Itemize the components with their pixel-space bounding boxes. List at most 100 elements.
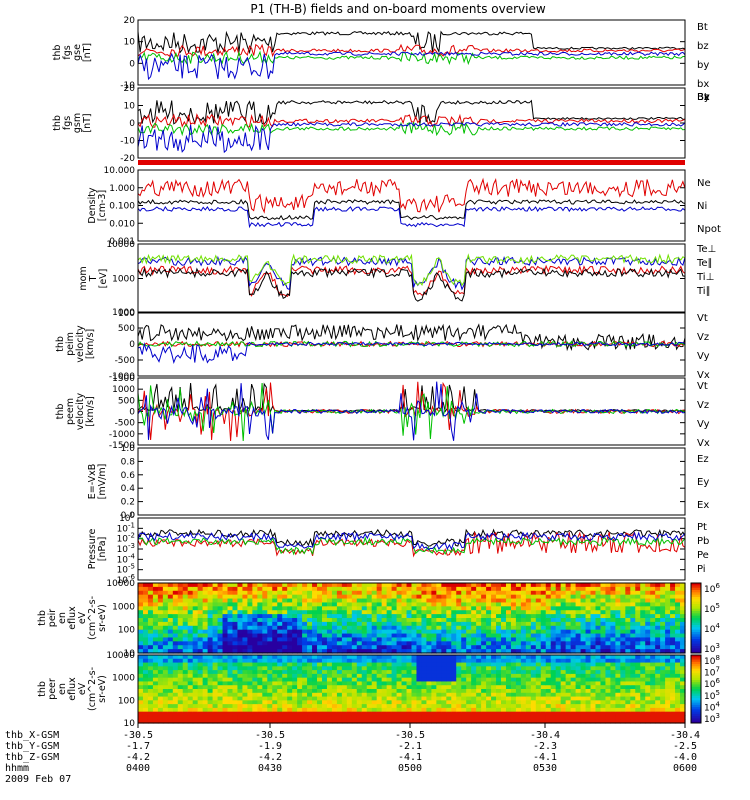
ylabel-line: gse xyxy=(72,44,83,61)
spec-cell xyxy=(466,649,472,654)
spec-cell xyxy=(466,594,472,600)
spec-cell xyxy=(545,662,552,667)
spec-cell xyxy=(192,704,199,709)
spec-cell xyxy=(321,602,328,607)
spec-cell xyxy=(426,618,432,623)
spec-cell xyxy=(182,614,189,619)
spec-cell xyxy=(351,637,358,642)
spec-cell xyxy=(232,700,239,705)
spec-cell xyxy=(202,633,209,639)
spec-cell xyxy=(421,662,428,667)
spec-cell xyxy=(411,685,418,690)
spec-cell xyxy=(530,633,537,639)
spec-cell xyxy=(590,696,597,701)
spec-cell xyxy=(560,666,567,671)
spec-cell xyxy=(476,662,482,667)
spec-cell xyxy=(456,590,462,596)
spec-cell xyxy=(575,586,582,592)
spec-cell xyxy=(660,700,666,705)
spec-cell xyxy=(331,637,338,642)
spec-cell xyxy=(317,700,323,705)
spec-cell xyxy=(346,610,353,615)
spec-cell xyxy=(540,633,547,639)
spec-cell xyxy=(570,704,577,709)
spec-cell xyxy=(416,629,423,635)
spec-cell xyxy=(321,598,328,604)
spec-cell xyxy=(600,633,607,639)
spec-cell xyxy=(376,633,383,639)
spec-cell xyxy=(416,658,423,664)
spec-cell xyxy=(138,621,144,627)
spec-cell xyxy=(635,583,641,588)
spec-cell xyxy=(366,641,373,646)
spec-cell xyxy=(247,641,253,646)
spec-cell xyxy=(670,610,676,615)
spec-cell xyxy=(446,658,452,664)
spec-cell xyxy=(590,606,597,611)
spec-cell xyxy=(202,666,209,671)
spec-cell xyxy=(272,658,278,664)
spec-cell xyxy=(366,666,373,671)
spec-cell xyxy=(207,704,214,709)
spec-cell xyxy=(292,689,298,694)
spec-cell xyxy=(217,704,224,709)
spec-cell xyxy=(361,610,368,615)
spec-cell xyxy=(287,707,293,713)
spec-cell xyxy=(197,715,204,720)
spec-cell xyxy=(486,689,492,694)
spec-cell xyxy=(525,692,532,698)
spec-cell xyxy=(675,673,681,679)
spec-cell xyxy=(645,614,651,619)
spec-cell xyxy=(371,681,378,686)
spec-cell xyxy=(640,594,646,600)
spec-cell xyxy=(496,625,502,631)
spec-cell xyxy=(630,685,636,690)
spec-cell xyxy=(510,598,517,604)
spec-cell xyxy=(655,711,661,717)
spec-cell xyxy=(540,586,547,592)
spec-cell xyxy=(471,645,477,650)
spec-cell xyxy=(491,692,497,698)
spec-cell xyxy=(282,677,288,683)
spec-cell xyxy=(267,670,273,675)
spec-cell xyxy=(446,598,452,604)
spec-cell xyxy=(172,719,179,724)
spec-cell xyxy=(471,700,477,705)
spec-cell xyxy=(401,719,408,724)
spec-cell xyxy=(287,625,293,631)
spec-cell xyxy=(520,658,527,664)
spec-cell xyxy=(590,670,597,675)
spec-cell xyxy=(287,696,293,701)
spec-cell xyxy=(620,614,626,619)
spec-cell xyxy=(680,673,686,679)
spec-cell xyxy=(680,692,686,698)
spec-cell xyxy=(446,715,452,720)
spec-cell xyxy=(431,719,437,724)
spec-cell xyxy=(640,681,646,686)
spec-cell xyxy=(525,658,532,664)
spec-cell xyxy=(396,614,403,619)
spec-cell xyxy=(456,614,462,619)
spec-cell xyxy=(505,598,512,604)
spec-cell xyxy=(451,586,457,592)
spec-cell xyxy=(476,621,482,627)
spec-cell xyxy=(207,655,214,660)
spec-cell xyxy=(496,685,502,690)
spec-cell xyxy=(317,594,323,600)
spec-cell xyxy=(292,707,298,713)
spec-cell xyxy=(341,614,348,619)
spec-cell xyxy=(585,685,592,690)
spec-cell xyxy=(555,715,562,720)
spec-cell xyxy=(431,649,437,654)
spec-cell xyxy=(192,677,199,683)
spec-cell xyxy=(640,711,646,717)
spec-cell xyxy=(575,677,582,683)
spec-cell xyxy=(252,629,258,635)
spec-cell xyxy=(530,662,537,667)
spec-cell xyxy=(138,610,144,615)
spec-cell xyxy=(202,614,209,619)
spec-cell xyxy=(555,594,562,600)
spec-cell xyxy=(157,633,164,639)
spec-cell xyxy=(600,621,607,627)
spec-cell xyxy=(431,666,437,671)
